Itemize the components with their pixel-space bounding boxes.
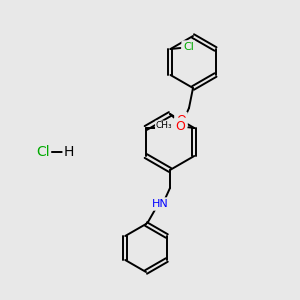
Text: Cl: Cl	[183, 42, 194, 52]
Text: O: O	[176, 113, 186, 127]
Text: Cl: Cl	[36, 145, 50, 159]
Text: Br: Br	[162, 123, 174, 133]
Text: H: H	[64, 145, 74, 159]
Text: O: O	[175, 119, 185, 133]
Text: CH₃: CH₃	[156, 122, 172, 130]
Text: HN: HN	[152, 199, 168, 209]
